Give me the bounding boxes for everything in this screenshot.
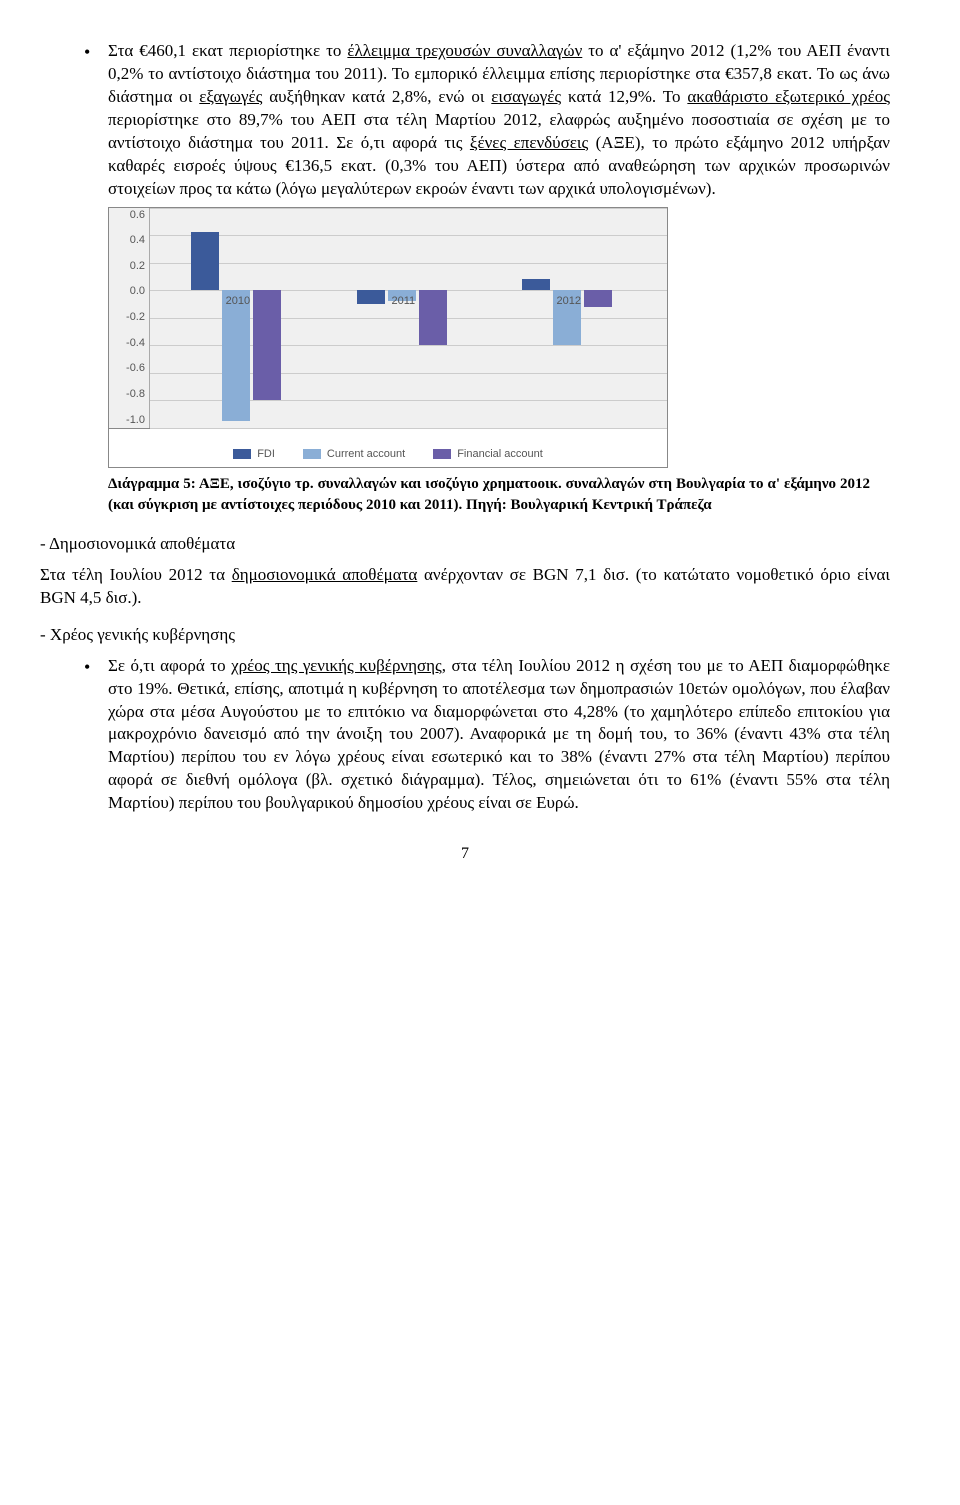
underline-4: ακαθάριστο εξωτερικό χρέος (687, 87, 890, 106)
text: αυξήθηκαν κατά 2,8%, ενώ οι (262, 87, 491, 106)
heading-gov-debt: - Χρέος γενικής κυβέρνησης (40, 624, 890, 647)
text: Σε ό,τι αφορά το (108, 656, 231, 675)
text: Στα τέλη Ιουλίου 2012 τα (40, 565, 232, 584)
plot-area: 201020112012 (149, 208, 667, 428)
underline-7: χρέος της γενικής κυβέρνησης (231, 656, 442, 675)
text: κατά 12,9%. Το (561, 87, 687, 106)
text: Στα €460,1 εκατ περιορίστηκε το (108, 41, 347, 60)
legend-label: Current account (327, 447, 405, 462)
legend-item-current: Current account (303, 447, 405, 462)
underline-5: ξένες επενδύσεις (470, 133, 588, 152)
legend-label: Financial account (457, 447, 543, 462)
chart-caption: Διάγραμμα 5: ΑΞΕ, ισοζύγιο τρ. συναλλαγώ… (108, 474, 890, 515)
underline-1: έλλειμμα τρεχουσών συναλλαγών (347, 41, 582, 60)
paragraph-3: Σε ό,τι αφορά το χρέος της γενικής κυβέρ… (40, 655, 890, 816)
y-axis-labels: 0.60.40.20.0-0.2-0.4-0.6-0.8-1.0 (109, 208, 149, 428)
paragraph-2: Στα τέλη Ιουλίου 2012 τα δημοσιονομικά α… (40, 564, 890, 610)
page-number: 7 (40, 843, 890, 865)
swatch-fdi (233, 449, 251, 459)
underline-6: δημοσιονομικά αποθέματα (232, 565, 418, 584)
legend-label: FDI (257, 447, 275, 462)
bar-chart: 0.60.40.20.0-0.2-0.4-0.6-0.8-1.0 2010201… (108, 207, 668, 429)
swatch-financial (433, 449, 451, 459)
underline-2: εξαγωγές (199, 87, 262, 106)
chart-legend: FDI Current account Financial account (108, 429, 668, 469)
swatch-current (303, 449, 321, 459)
legend-item-fdi: FDI (233, 447, 275, 462)
text: , στα τέλη Ιουλίου 2012 η σχέση του με τ… (108, 656, 890, 813)
underline-3: εισαγωγές (491, 87, 561, 106)
legend-item-financial: Financial account (433, 447, 543, 462)
paragraph-1: Στα €460,1 εκατ περιορίστηκε το έλλειμμα… (40, 40, 890, 201)
heading-fiscal-reserves: - Δημοσιονομικά αποθέματα (40, 533, 890, 556)
chart-container: 0.60.40.20.0-0.2-0.4-0.6-0.8-1.0 2010201… (108, 207, 668, 469)
